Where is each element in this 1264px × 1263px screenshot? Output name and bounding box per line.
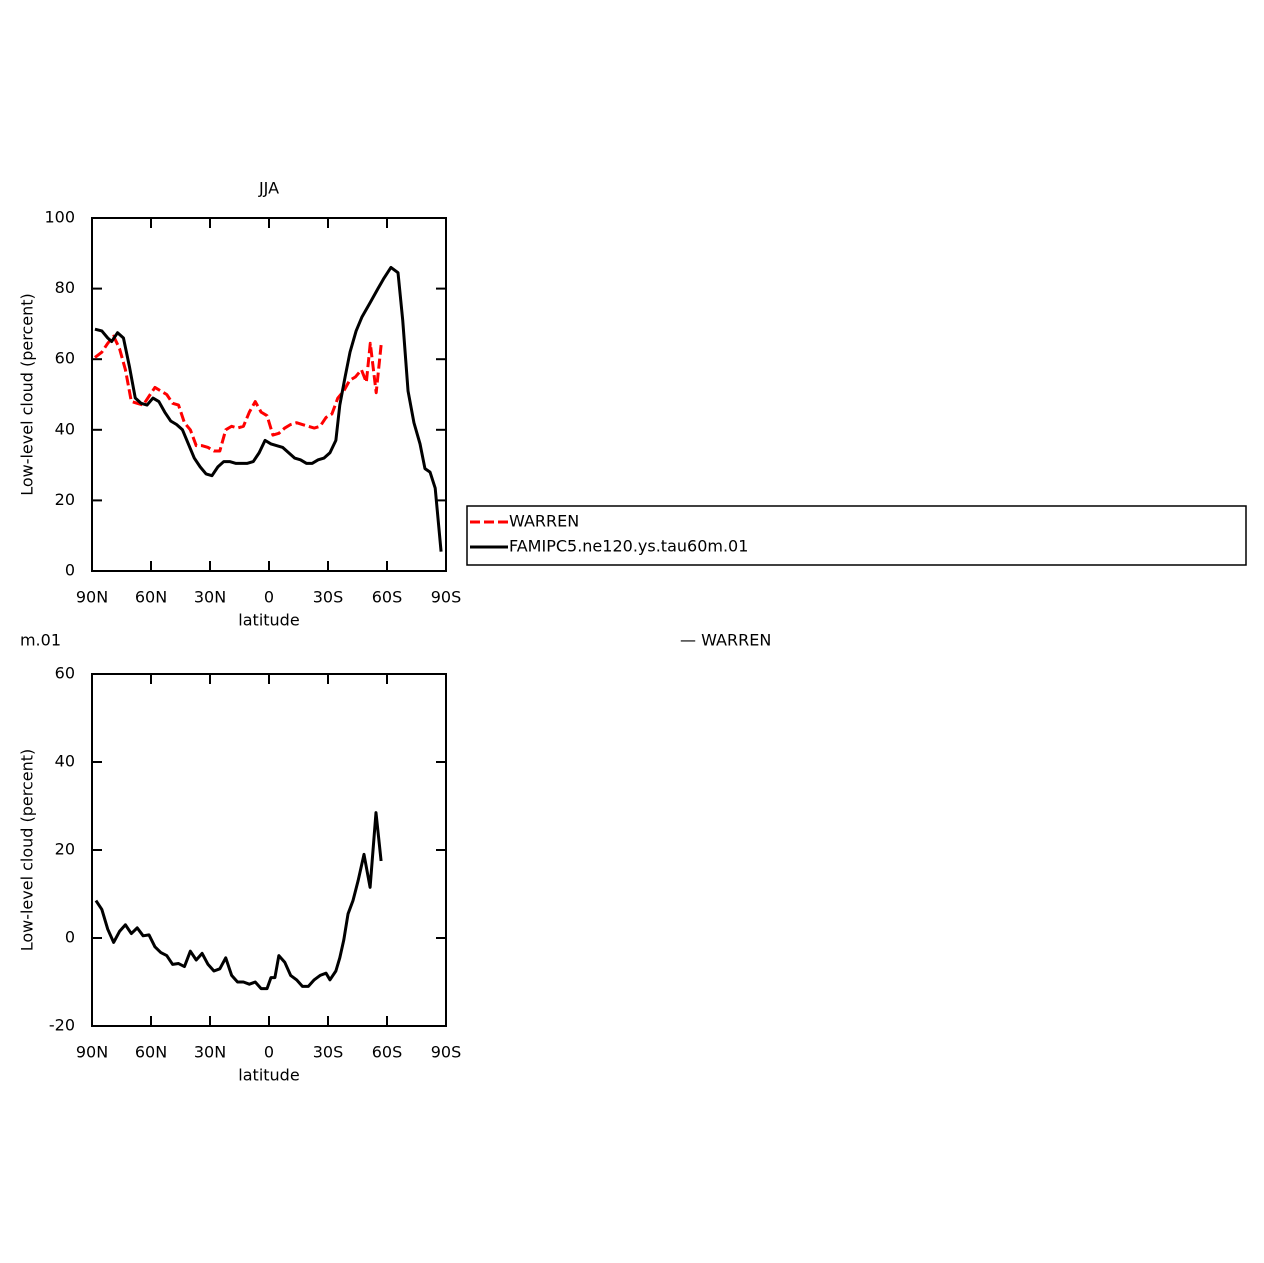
x-tick-label: 90S bbox=[431, 1043, 462, 1062]
series-line bbox=[94, 334, 383, 453]
x-tick-label: 90N bbox=[76, 1043, 108, 1062]
y-tick-label: -20 bbox=[49, 1016, 75, 1035]
y-tick-label: 100 bbox=[44, 208, 75, 227]
x-tick-label: 60N bbox=[135, 1043, 167, 1062]
legend-box bbox=[466, 505, 1247, 566]
legend-label: WARREN bbox=[509, 512, 579, 531]
y-tick-label: 40 bbox=[55, 752, 75, 771]
y-tick-label: 0 bbox=[65, 561, 75, 580]
plot-frame bbox=[91, 217, 447, 572]
x-tick-label: 90N bbox=[76, 588, 108, 607]
y-tick-label: 20 bbox=[55, 840, 75, 859]
x-tick-label: 90S bbox=[431, 588, 462, 607]
x-tick-label: 60N bbox=[135, 588, 167, 607]
x-axis-label: latitude bbox=[238, 611, 299, 630]
x-tick-label: 30N bbox=[194, 588, 226, 607]
x-tick-label: 60S bbox=[372, 588, 403, 607]
y-tick-label: 40 bbox=[55, 419, 75, 438]
y-axis-label: Low-level cloud (percent) bbox=[18, 293, 37, 496]
x-tick-label: 30N bbox=[194, 1043, 226, 1062]
x-tick-label: 30S bbox=[313, 1043, 344, 1062]
y-tick-label: 20 bbox=[55, 490, 75, 509]
x-tick-label: 0 bbox=[264, 1043, 274, 1062]
y-axis-label: Low-level cloud (percent) bbox=[18, 749, 37, 952]
y-tick-label: 60 bbox=[55, 349, 75, 368]
legend-label: FAMIPC5.ne120.ys.tau60m.01 bbox=[509, 537, 748, 556]
x-tick-label: 30S bbox=[313, 588, 344, 607]
chart-title: JJA bbox=[258, 179, 279, 198]
y-tick-label: 80 bbox=[55, 278, 75, 297]
plot-frame bbox=[91, 673, 447, 1027]
y-tick-label: 60 bbox=[55, 664, 75, 683]
x-tick-label: 0 bbox=[264, 588, 274, 607]
y-tick-label: 0 bbox=[65, 928, 75, 947]
series-line bbox=[94, 265, 443, 552]
annotation: — WARREN bbox=[680, 631, 771, 650]
x-axis-label: latitude bbox=[238, 1066, 299, 1085]
annotation: m.01 bbox=[20, 631, 61, 650]
x-tick-label: 60S bbox=[372, 1043, 403, 1062]
series-line bbox=[94, 811, 383, 991]
